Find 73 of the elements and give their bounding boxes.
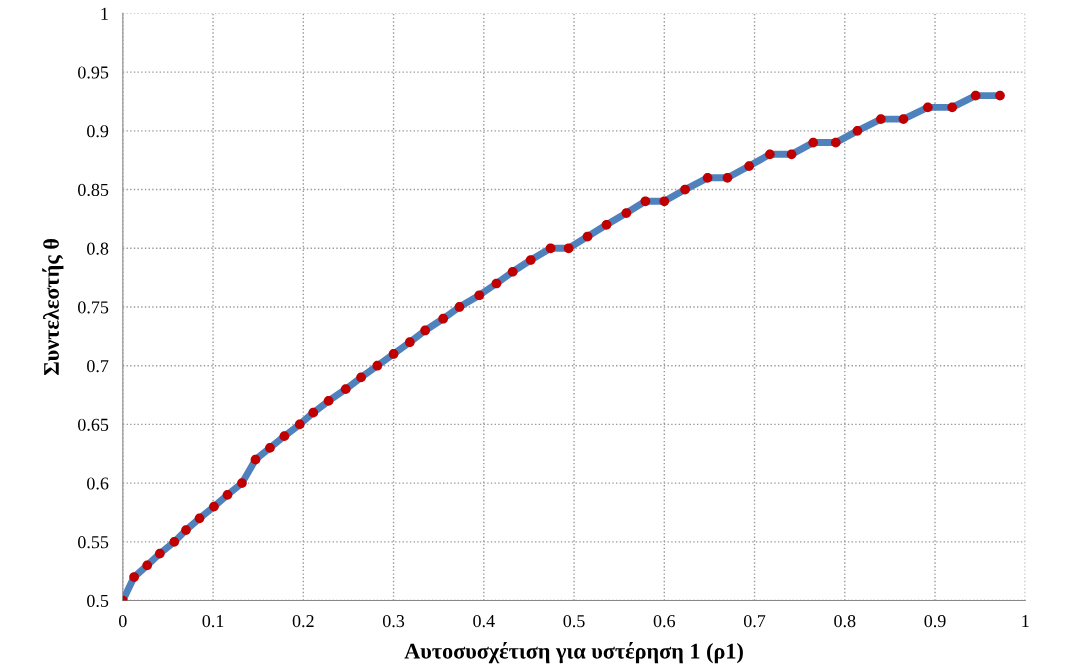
y-tick-label: 0.9 <box>87 125 109 138</box>
point <box>808 137 819 148</box>
point <box>659 196 670 207</box>
point <box>265 443 275 453</box>
point <box>340 384 351 395</box>
point <box>308 407 319 418</box>
point <box>169 536 180 547</box>
x-axis-title: Αυτοσυσχέτιση για υστέρηση 1 (ρ1) <box>404 641 743 664</box>
y-tick-label: 0.7 <box>87 359 109 373</box>
point <box>237 478 247 488</box>
point <box>454 302 465 312</box>
x-tick-label: 0.4 <box>473 614 495 628</box>
x-tick-label: 1 <box>1022 615 1029 627</box>
x-tick-label: 0.8 <box>834 614 856 628</box>
point <box>438 313 449 324</box>
point <box>525 255 536 265</box>
point <box>970 90 981 101</box>
point <box>830 137 841 148</box>
point <box>356 372 366 383</box>
x-tick-label: 0.1 <box>202 614 224 628</box>
y-tick-label: 0.65 <box>78 418 109 431</box>
point <box>722 172 733 183</box>
point <box>582 231 593 242</box>
point <box>420 325 431 336</box>
point <box>209 501 219 512</box>
point <box>491 278 502 289</box>
point <box>279 431 290 442</box>
point <box>744 161 754 171</box>
point <box>680 184 690 195</box>
x-tick-label: 0 <box>118 614 127 628</box>
x-tick-label: 0.7 <box>743 614 766 628</box>
point <box>154 548 165 559</box>
point <box>702 172 713 183</box>
y-tick-label: 1 <box>101 7 108 20</box>
point <box>404 337 415 348</box>
point <box>507 266 518 277</box>
point <box>563 243 574 254</box>
point <box>194 513 205 524</box>
point <box>142 560 153 571</box>
x-tick-label: 0.2 <box>292 614 314 628</box>
point <box>947 102 958 113</box>
y-tick-label: 0.75 <box>78 301 109 314</box>
point <box>181 525 191 535</box>
point <box>129 572 139 582</box>
y-tick-label: 0.95 <box>78 66 109 79</box>
x-tick-label: 0.6 <box>653 614 676 628</box>
y-tick-label: 0.5 <box>87 594 109 608</box>
y-axis-title: Συντελεστής θ <box>42 239 64 376</box>
point <box>474 290 485 301</box>
point <box>995 90 1005 101</box>
point <box>852 125 863 136</box>
point <box>323 396 334 406</box>
point <box>545 243 556 254</box>
y-tick-label: 0.85 <box>78 183 109 197</box>
y-tick-label: 0.6 <box>87 477 109 490</box>
point <box>640 196 651 207</box>
point <box>876 114 886 124</box>
point <box>372 360 383 371</box>
x-tick-label: 0.9 <box>924 614 946 628</box>
point <box>786 149 797 160</box>
point <box>294 419 305 430</box>
y-tick-label: 0.55 <box>78 536 109 549</box>
point <box>898 114 909 124</box>
point <box>388 349 399 359</box>
point <box>621 208 632 218</box>
point <box>250 454 261 465</box>
x-tick-label: 0.5 <box>563 614 585 628</box>
x-tick-label: 0.3 <box>382 614 405 628</box>
y-tick-label: 0.8 <box>87 242 109 255</box>
point <box>222 490 233 500</box>
point <box>765 149 775 160</box>
point <box>922 102 933 113</box>
point <box>601 219 612 230</box>
